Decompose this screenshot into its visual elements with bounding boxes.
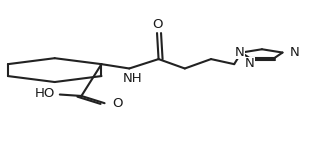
Text: N: N — [235, 46, 245, 59]
Text: HO: HO — [35, 87, 55, 100]
Text: N: N — [289, 46, 299, 59]
Text: NH: NH — [122, 72, 142, 85]
Text: O: O — [152, 18, 162, 31]
Text: N: N — [245, 57, 255, 70]
Text: O: O — [112, 97, 123, 110]
